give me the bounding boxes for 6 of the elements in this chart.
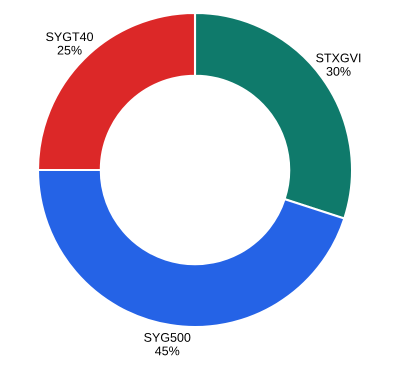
slice-label: SYGT40 — [46, 32, 94, 42]
data-label: 45% — [155, 346, 180, 356]
data-label: 30% — [326, 66, 351, 76]
data-label: 25% — [58, 46, 82, 55]
slice-label: STXGVI — [316, 53, 360, 62]
slice-label: SYG500 — [144, 333, 190, 342]
